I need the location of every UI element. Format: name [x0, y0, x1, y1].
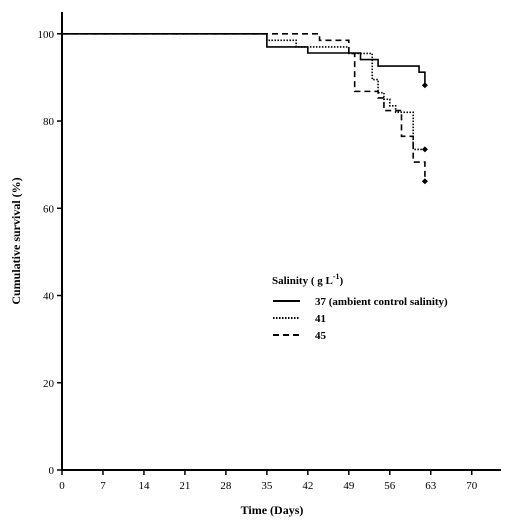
censor-marker — [421, 178, 428, 185]
x-tick-label: 28 — [220, 480, 232, 492]
x-tick-label: 14 — [138, 480, 150, 492]
x-axis-ticks: 0 7 14 21 28 35 42 49 56 63 70 — [59, 470, 478, 492]
y-tick-label: 60 — [43, 203, 55, 215]
x-tick-label: 7 — [100, 480, 106, 492]
y-tick-label: 40 — [43, 291, 55, 303]
y-axis-ticks: 0 20 40 60 80 100 — [38, 29, 62, 477]
x-tick-label: 21 — [179, 480, 190, 492]
legend-items: 37 (ambient control salinity) 41 45 — [273, 296, 448, 342]
x-tick-label: 63 — [425, 480, 437, 492]
legend-label: 45 — [315, 330, 327, 342]
legend-label: 37 (ambient control salinity) — [315, 296, 448, 308]
x-axis-title: Time (Days) — [241, 503, 304, 517]
legend-title: Salinity ( g L-1) — [272, 272, 344, 287]
series-line-45 — [62, 33, 426, 182]
x-tick-label: 49 — [343, 480, 355, 492]
x-tick-label: 56 — [384, 480, 396, 492]
y-tick-label: 0 — [49, 465, 55, 477]
x-tick-label: 0 — [59, 480, 65, 492]
y-tick-label: 20 — [43, 378, 55, 390]
y-axis-title: Cumulative survival (%) — [9, 177, 23, 304]
legend: Salinity ( g L-1) 37 (ambient control sa… — [272, 272, 448, 342]
series-lines — [62, 33, 428, 185]
x-tick-label: 42 — [302, 480, 313, 492]
censor-marker — [421, 82, 428, 89]
censor-marker — [421, 146, 428, 153]
series-line-37 — [62, 33, 426, 86]
chart-axes — [61, 12, 501, 471]
series-line-41 — [62, 33, 425, 151]
x-tick-label: 35 — [261, 480, 273, 492]
x-tick-label: 70 — [466, 480, 478, 492]
y-tick-label: 80 — [43, 116, 55, 128]
y-tick-label: 100 — [38, 29, 55, 41]
legend-label: 41 — [315, 313, 326, 325]
